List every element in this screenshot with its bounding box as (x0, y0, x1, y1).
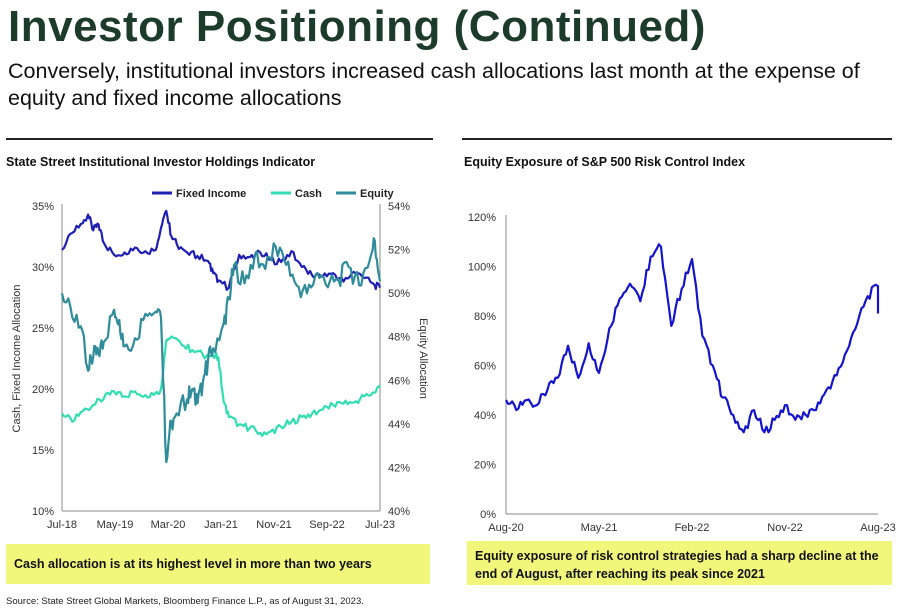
legend-label-equity: Equity (360, 188, 394, 200)
series-line-cash (61, 335, 381, 437)
right-callout: Equity exposure of risk control strategi… (467, 541, 892, 585)
x-tick-label: Jul-18 (47, 519, 77, 531)
right-panel-rule (462, 138, 892, 140)
left-chart-title: State Street Institutional Investor Hold… (6, 155, 316, 169)
y-left-tick-label: 10% (32, 506, 54, 518)
page-title: Investor Positioning (Continued) (8, 2, 706, 51)
y-tick-label: 80% (474, 311, 496, 323)
y-right-tick-label: 50% (388, 288, 410, 300)
x-tick-label: Jan-21 (204, 519, 238, 531)
page-subtitle: Conversely, institutional investors incr… (8, 59, 860, 110)
y-right-tick-label: 40% (388, 506, 410, 518)
y-tick-label: 0% (480, 509, 496, 521)
x-tick-label: Aug-20 (488, 522, 523, 534)
x-tick-label: May-21 (581, 522, 618, 534)
y-left-tick-label: 35% (32, 201, 54, 213)
x-tick-label: Nov-22 (767, 522, 802, 534)
x-tick-label: Jul-23 (365, 519, 395, 531)
y-right-tick-label: 42% (388, 462, 410, 474)
y-left-tick-label: 20% (32, 384, 54, 396)
y-right-tick-label: 52% (388, 245, 410, 257)
y-right-tick-label: 46% (388, 375, 410, 387)
source-note: Source: State Street Global Markets, Blo… (6, 596, 364, 607)
y-tick-label: 120% (468, 212, 496, 224)
y-right-tick-label: 54% (388, 201, 410, 213)
holdings-indicator-chart: 10% 15% 20% 25% 30% 35% 40% 42% 44% 46% 48% 50% 52% 5… (11, 188, 429, 531)
legend-label-fixed-income: Fixed Income (176, 188, 246, 200)
equity-exposure-chart: 0% 20% 40% 60% 80% 100% 120% Aug-20 May-21 Feb-22… (468, 212, 896, 534)
y-right-tick-label: 44% (388, 419, 410, 431)
y-right-tick-label: 48% (388, 332, 410, 344)
y-tick-label: 40% (474, 410, 496, 422)
y-right-axis-label: Equity Allocation (417, 318, 429, 399)
left-callout: Cash allocation is at its highest level … (6, 544, 430, 584)
x-tick-label: Aug-23 (860, 522, 895, 534)
y-tick-label: 100% (468, 262, 496, 274)
equity-exposure-line (505, 243, 880, 434)
x-tick-label: Nov-21 (256, 519, 291, 531)
x-tick-label: Sep-22 (309, 519, 344, 531)
right-chart-title: Equity Exposure of S&P 500 Risk Control … (464, 155, 746, 169)
y-left-tick-label: 30% (32, 262, 54, 274)
legend-label-cash: Cash (295, 188, 322, 200)
y-left-tick-label: 15% (32, 445, 54, 457)
x-tick-label: Feb-22 (675, 522, 710, 534)
y-tick-label: 60% (474, 361, 496, 373)
series-line-equity (60, 237, 382, 464)
y-left-tick-label: 25% (32, 323, 54, 335)
y-tick-label: 20% (474, 460, 496, 472)
x-tick-label: May-19 (97, 519, 134, 531)
left-panel-rule (6, 138, 433, 140)
x-tick-label: Mar-20 (151, 519, 186, 531)
y-left-axis-label: Cash, Fixed Income Allocation (11, 285, 23, 433)
